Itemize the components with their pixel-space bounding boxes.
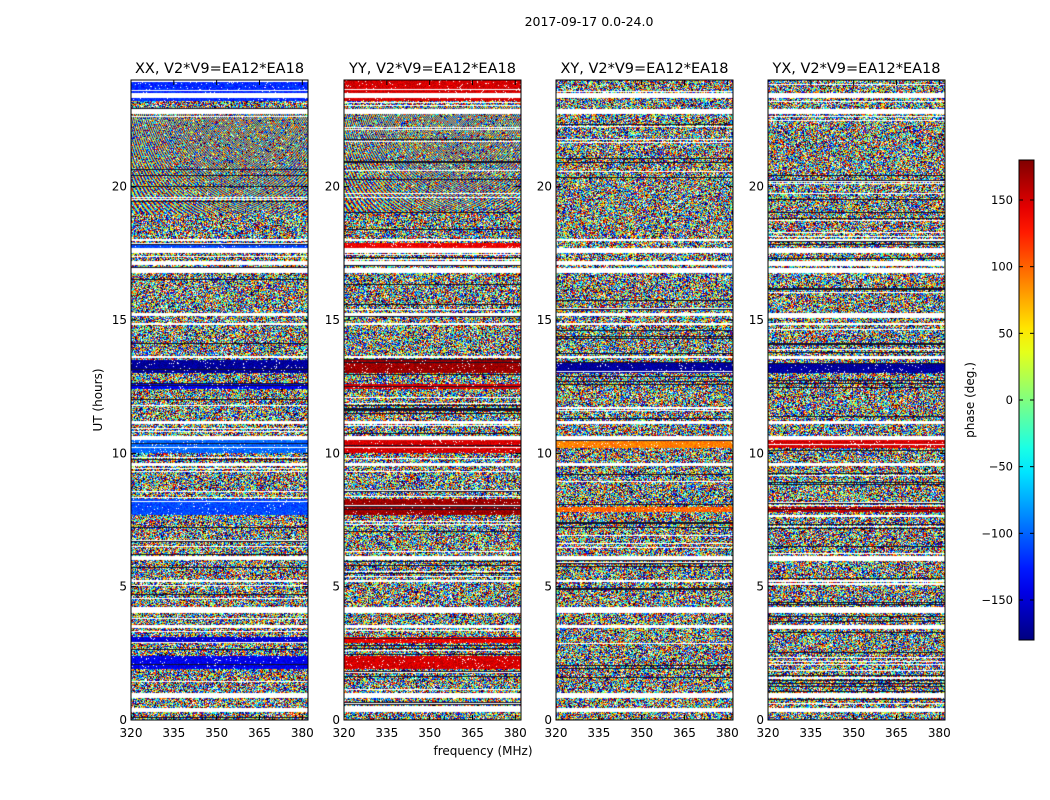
axes-frame xyxy=(343,79,522,721)
y-tick-label: 20 xyxy=(749,180,764,194)
y-tick-label: 10 xyxy=(537,446,552,460)
y-tick-label: 20 xyxy=(325,180,340,194)
x-tick-label: 380 xyxy=(504,726,527,740)
y-tick-label: 0 xyxy=(119,713,127,727)
panels-group: XX, V2*V9=EA12*EA18 320 335 350 365 380 0 5 10 15… xyxy=(91,61,951,758)
colorbar-tick-label: −150 xyxy=(981,593,1013,607)
x-tick-label: 380 xyxy=(928,726,951,740)
colorbar-tick-label: −100 xyxy=(981,526,1013,540)
phase-heatmap xyxy=(344,80,521,720)
y-tick-label: 5 xyxy=(332,580,340,594)
y-tick-label: 10 xyxy=(325,446,340,460)
x-tick-label: 365 xyxy=(461,726,484,740)
y-axis-label: UT (hours) xyxy=(91,368,105,431)
x-tick-label: 365 xyxy=(885,726,908,740)
x-tick-label: 365 xyxy=(673,726,696,740)
y-tick-label: 5 xyxy=(756,580,764,594)
y-tick-label: 10 xyxy=(112,446,127,460)
x-axis-label: frequency (MHz) xyxy=(433,744,532,758)
x-tick-label: 335 xyxy=(587,726,610,740)
axes-frame xyxy=(555,79,734,721)
x-tick-label: 320 xyxy=(757,726,780,740)
panel-2: YY, V2*V9=EA12*EA18 320 335 350 365 380 0 5 10 15… xyxy=(325,61,533,758)
x-tick-label: 320 xyxy=(333,726,356,740)
colorbar-tick-label: 150 xyxy=(991,193,1013,207)
x-tick-label: 380 xyxy=(716,726,739,740)
panel-title: XX, V2*V9=EA12*EA18 xyxy=(135,61,304,77)
panel-1: XX, V2*V9=EA12*EA18 320 335 350 365 380 0 5 10 15… xyxy=(91,61,314,740)
y-tick-label: 5 xyxy=(119,580,127,594)
panel-title: XY, V2*V9=EA12*EA18 xyxy=(560,61,728,77)
x-tick-label: 320 xyxy=(545,726,568,740)
y-tick-label: 0 xyxy=(756,713,764,727)
y-tick-label: 5 xyxy=(544,580,552,594)
x-tick-label: 335 xyxy=(799,726,822,740)
y-tick-label: 15 xyxy=(325,313,340,327)
y-tick-label: 10 xyxy=(749,446,764,460)
colorbar-tick-label: 100 xyxy=(991,260,1013,274)
phase-heatmap xyxy=(768,80,945,720)
y-tick-label: 0 xyxy=(332,713,340,727)
y-tick-label: 20 xyxy=(537,180,552,194)
panel-title: YX, V2*V9=EA12*EA18 xyxy=(771,61,940,77)
x-tick-label: 365 xyxy=(248,726,271,740)
x-tick-label: 350 xyxy=(418,726,441,740)
x-tick-label: 350 xyxy=(630,726,653,740)
phase-heatmap xyxy=(131,80,308,720)
y-tick-label: 15 xyxy=(112,313,127,327)
colorbar-tick-label: 0 xyxy=(1006,393,1013,407)
colorbar-tick-label: 50 xyxy=(998,326,1013,340)
panel-title: YY, V2*V9=EA12*EA18 xyxy=(348,61,516,77)
colorbar-label: phase (deg.) xyxy=(963,362,977,438)
phase-heatmap xyxy=(556,80,733,720)
x-tick-label: 350 xyxy=(842,726,865,740)
colorbar-tick-label: −50 xyxy=(989,460,1013,474)
axes-frame xyxy=(130,79,309,721)
axes-frame xyxy=(767,79,946,721)
x-tick-label: 335 xyxy=(162,726,185,740)
y-tick-label: 15 xyxy=(537,313,552,327)
figure-title: 2017-09-17 0.0-24.0 xyxy=(525,14,654,29)
x-tick-label: 320 xyxy=(120,726,143,740)
x-tick-label: 380 xyxy=(291,726,314,740)
y-tick-label: 20 xyxy=(112,180,127,194)
y-tick-label: 15 xyxy=(749,313,764,327)
x-tick-label: 335 xyxy=(375,726,398,740)
colorbar: 150 100 50 0 −50 −100 −150 phase (deg.) xyxy=(963,159,1035,641)
panel-4: YX, V2*V9=EA12*EA18 320 335 350 365 380 0 5 10 15… xyxy=(749,61,951,740)
x-tick-label: 350 xyxy=(205,726,228,740)
y-tick-label: 0 xyxy=(544,713,552,727)
panel-3: XY, V2*V9=EA12*EA18 320 335 350 365 380 0 5 10 15… xyxy=(537,61,739,740)
